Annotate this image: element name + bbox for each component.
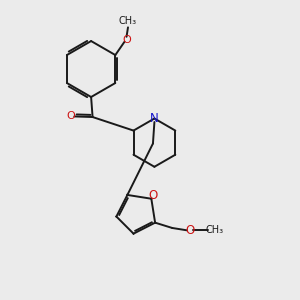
Text: O: O <box>66 111 75 122</box>
Text: N: N <box>150 112 159 125</box>
Text: O: O <box>148 189 158 202</box>
Text: O: O <box>122 35 131 45</box>
Text: CH₃: CH₃ <box>119 16 137 26</box>
Text: CH₃: CH₃ <box>206 225 224 235</box>
Text: O: O <box>185 224 194 237</box>
